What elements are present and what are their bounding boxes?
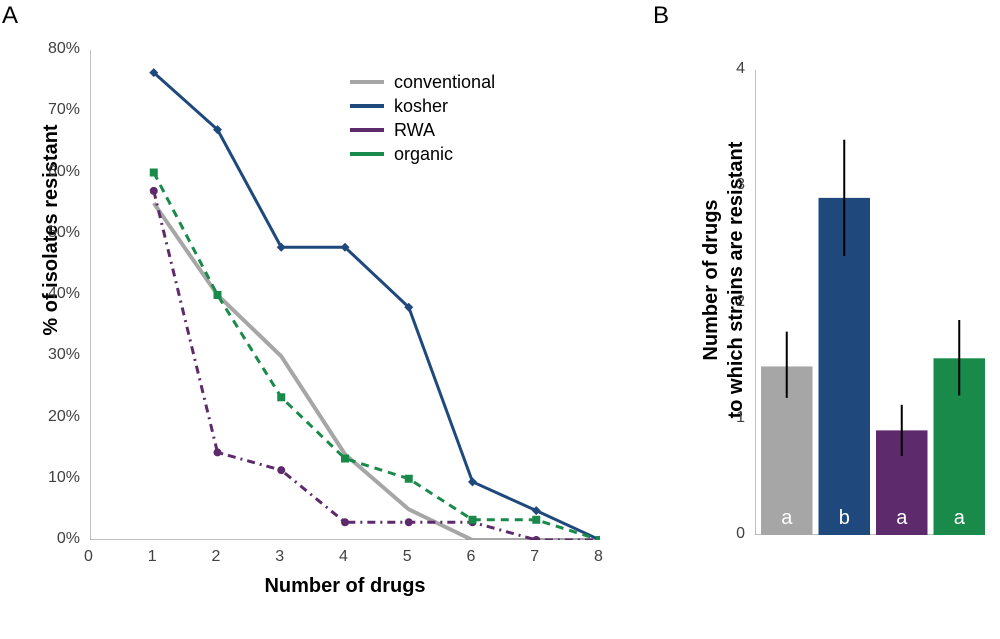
panel-b-y-title-line1: Number of drugs xyxy=(700,70,723,490)
panel-b-bar-letter: a xyxy=(934,507,986,530)
panel-b-bar-letter: b xyxy=(819,507,871,530)
legend-swatch-kosher xyxy=(350,104,384,108)
legend-item-kosher: kosher xyxy=(350,94,495,118)
panel-a-xtick: 4 xyxy=(339,548,348,566)
legend-item-conventional: conventional xyxy=(350,70,495,94)
panel-a-xtick: 7 xyxy=(530,548,539,566)
legend-item-rwa: RWA xyxy=(350,118,495,142)
panel-b-bar-letter: a xyxy=(761,507,813,530)
panel-a-xtick: 3 xyxy=(275,548,284,566)
panel-a-x-title: Number of drugs xyxy=(90,575,600,598)
panel-a-label: A xyxy=(2,2,18,30)
panel-b-ytick: 2 xyxy=(736,293,745,311)
panel-b-label: B xyxy=(653,2,669,30)
panel-a-ytick: 20% xyxy=(48,408,80,426)
panel-b-ytick: 1 xyxy=(736,409,745,427)
legend-label-rwa: RWA xyxy=(394,120,435,141)
panel-b-ytick: 3 xyxy=(736,176,745,194)
panel-a-xtick: 1 xyxy=(148,548,157,566)
panel-a-xtick: 8 xyxy=(594,548,603,566)
panel-b-ytick: 0 xyxy=(736,525,745,543)
figure-root: A % of isolates resistant Number of drug… xyxy=(0,0,1000,639)
legend-label-organic: organic xyxy=(394,144,453,165)
panel-a-legend: conventional kosher RWA organic xyxy=(350,70,495,166)
panel-a-xtick: 5 xyxy=(403,548,412,566)
panel-a-ytick: 70% xyxy=(48,101,80,119)
legend-swatch-organic xyxy=(350,152,384,156)
panel-a-xtick: 2 xyxy=(212,548,221,566)
panel-a-plot xyxy=(90,50,600,540)
panel-b-plot xyxy=(755,70,985,535)
legend-item-organic: organic xyxy=(350,142,495,166)
panel-a-ytick: 80% xyxy=(48,40,80,58)
panel-b-bar-letter: a xyxy=(876,507,928,530)
panel-b-ytick: 4 xyxy=(736,60,745,78)
panel-b-y-title-line2: to which strains are resistant xyxy=(725,20,748,540)
panel-a-xtick: 0 xyxy=(84,548,93,566)
legend-swatch-rwa xyxy=(350,128,384,132)
legend-label-kosher: kosher xyxy=(394,96,448,117)
panel-a-ytick: 60% xyxy=(48,163,80,181)
panel-a-ytick: 40% xyxy=(48,285,80,303)
panel-a-ytick: 10% xyxy=(48,469,80,487)
legend-label-conventional: conventional xyxy=(394,72,495,93)
panel-a-ytick: 0% xyxy=(57,530,80,548)
panel-a-ytick: 30% xyxy=(48,346,80,364)
legend-swatch-conventional xyxy=(350,80,384,84)
panel-a-xtick: 6 xyxy=(467,548,476,566)
panel-a-ytick: 50% xyxy=(48,224,80,242)
